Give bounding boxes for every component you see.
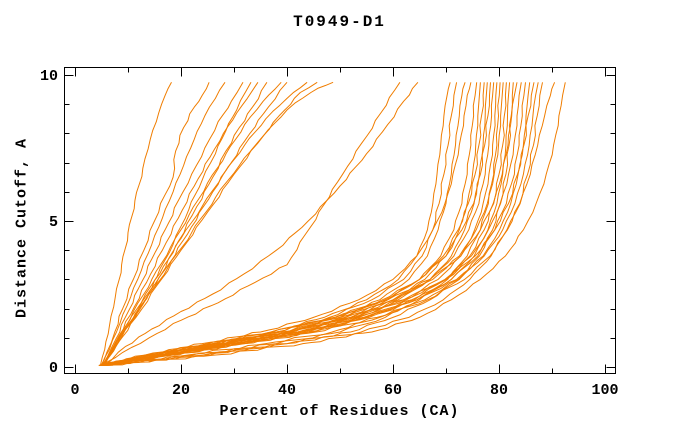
x-tick-label: 100 <box>591 382 618 399</box>
model-curve <box>102 82 244 366</box>
model-curve <box>99 82 491 366</box>
model-curve <box>103 81 308 366</box>
model-curve <box>102 82 531 366</box>
chart-title: T0949-D1 <box>293 13 386 31</box>
x-tick-label: 20 <box>172 382 190 399</box>
y-tick-label: 10 <box>40 68 58 85</box>
model-curve <box>102 82 501 366</box>
model-curve <box>99 82 504 366</box>
model-curve <box>100 82 539 366</box>
x-tick-label: 60 <box>384 382 402 399</box>
model-curve <box>101 82 511 366</box>
model-curve <box>98 82 451 366</box>
model-curve <box>101 82 226 366</box>
model-curve <box>103 81 282 366</box>
model-curve <box>99 82 172 366</box>
x-axis-label: Percent of Residues (CA) <box>219 403 460 420</box>
model-curve <box>103 81 419 366</box>
model-curve <box>100 82 472 366</box>
y-tick-label: 0 <box>49 360 58 377</box>
model-curve <box>98 82 518 366</box>
y-tick-label: 5 <box>49 214 58 231</box>
model-curve <box>101 82 498 366</box>
model-curve <box>100 82 522 366</box>
model-curve <box>101 82 401 366</box>
model-curve <box>99 82 535 366</box>
x-tick-label: 0 <box>70 382 79 399</box>
model-curve <box>100 82 478 366</box>
model-curve <box>104 81 334 366</box>
model-curve <box>103 82 556 366</box>
model-curve <box>100 82 210 366</box>
model-curve <box>102 82 259 366</box>
x-tick-label: 80 <box>490 382 508 399</box>
x-tick-label: 40 <box>278 382 296 399</box>
model-curve <box>102 81 288 366</box>
model-curve <box>104 82 566 366</box>
model-curve <box>102 81 318 366</box>
